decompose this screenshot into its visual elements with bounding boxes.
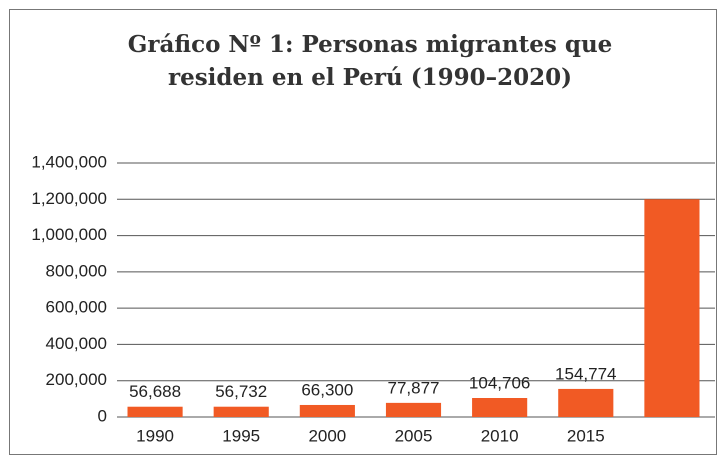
bar	[127, 406, 183, 417]
chart-title: Gráfico Nº 1: Personas migrantes que	[128, 31, 613, 58]
x-tick-label: 2015	[567, 426, 605, 445]
bar	[472, 398, 528, 417]
y-tick-label: 1,200,000	[31, 189, 107, 208]
bar	[213, 406, 269, 417]
value-label: 56,688	[129, 382, 181, 401]
value-label: 154,774	[555, 364, 616, 383]
bar	[644, 199, 700, 417]
y-tick-label: 1,000,000	[31, 225, 107, 244]
y-tick-label: 400,000	[46, 334, 107, 353]
value-label: 104,706	[469, 373, 530, 392]
x-tick-label: 1995	[222, 426, 260, 445]
y-tick-label: 0	[98, 406, 107, 425]
y-tick-label: 200,000	[46, 370, 107, 389]
bar	[299, 404, 355, 417]
y-tick-label: 800,000	[46, 261, 107, 280]
y-tick-label: 1,400,000	[31, 152, 107, 171]
y-tick-label: 600,000	[46, 298, 107, 317]
value-label: 66,300	[301, 380, 353, 399]
x-tick-label: 1990	[136, 426, 174, 445]
x-tick-label: 2000	[308, 426, 346, 445]
bar	[385, 402, 442, 417]
value-label: 56,732	[215, 382, 267, 401]
chart-title: residen en el Perú (1990–2020)	[168, 64, 572, 91]
x-tick-label: 2005	[395, 426, 433, 445]
value-label: 77,877	[388, 378, 440, 397]
x-tick-label: 2010	[481, 426, 519, 445]
bar	[558, 388, 614, 417]
